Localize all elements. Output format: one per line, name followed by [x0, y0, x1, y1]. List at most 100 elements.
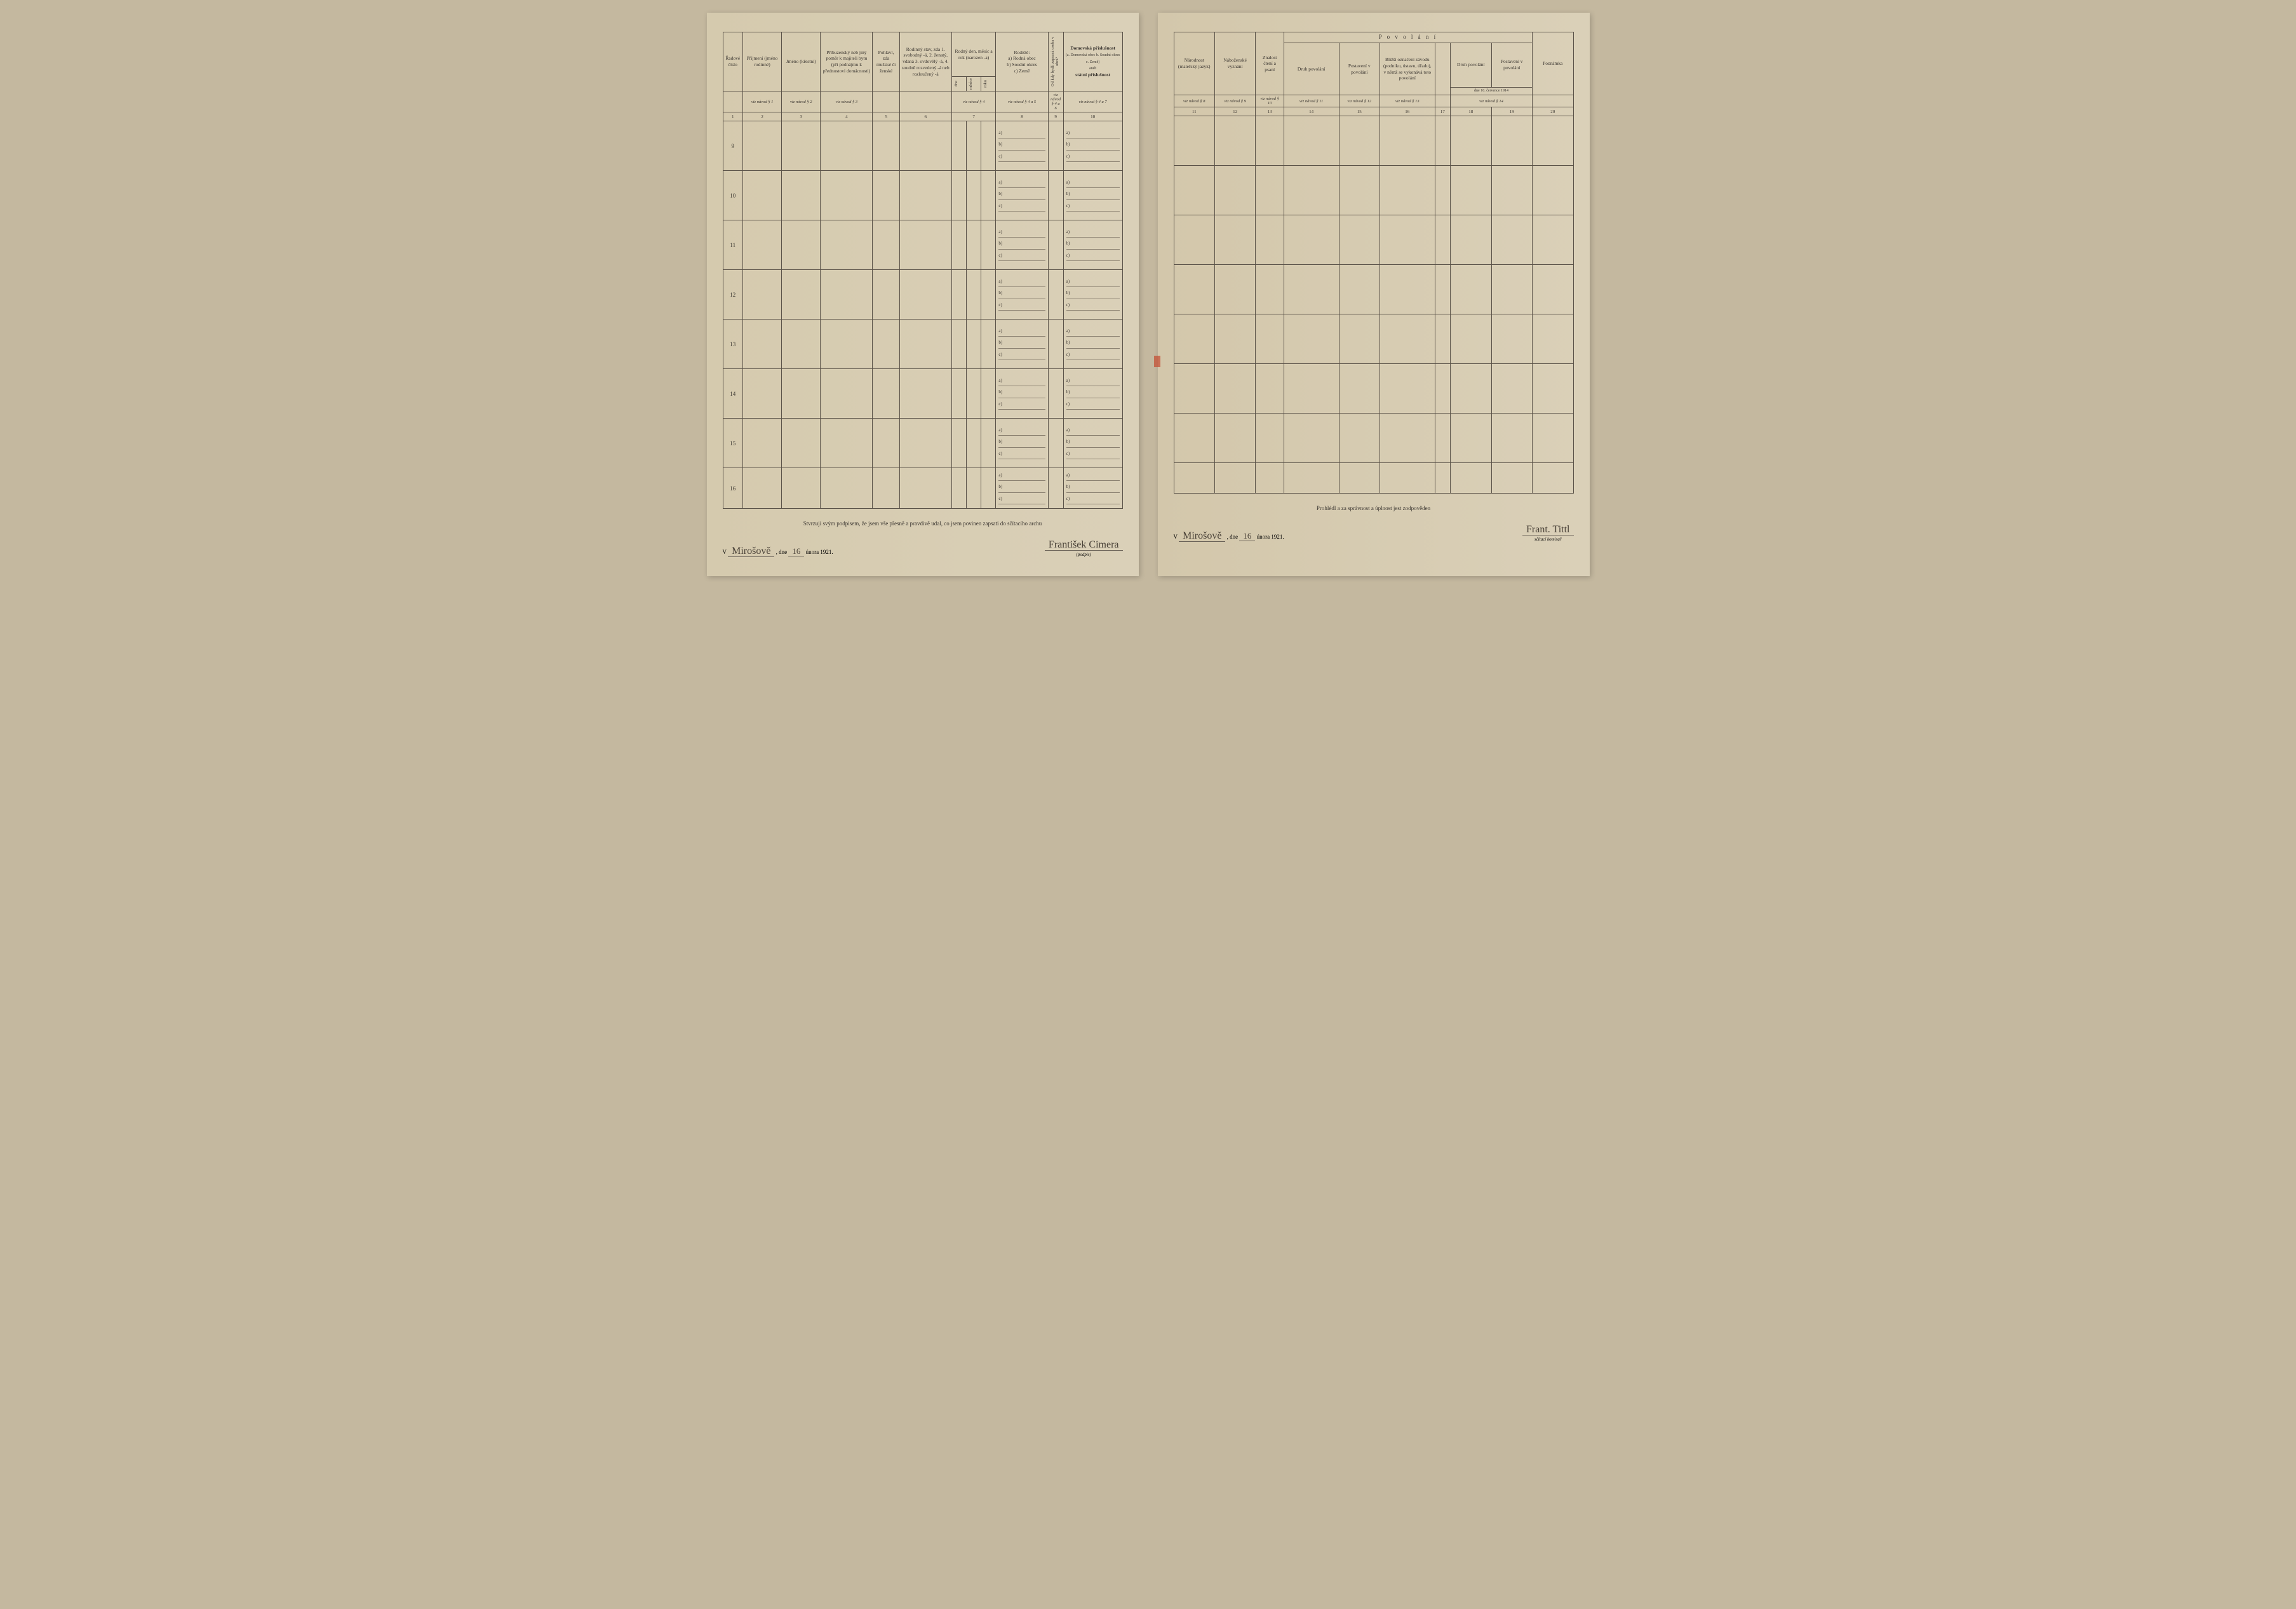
right-census-table: Národnost (mateřský jazyk) Náboženské vy…	[1174, 32, 1574, 494]
cell-day	[951, 468, 966, 509]
left-date-suffix: února 1921.	[806, 549, 833, 555]
cell-birthplace: a)b)c)	[996, 419, 1048, 468]
cell	[1532, 463, 1573, 494]
col-header-surname: Příjmení (jméno rodinné)	[743, 32, 782, 91]
colnum-15: 15	[1339, 107, 1380, 116]
cell	[1380, 116, 1435, 166]
cell	[1256, 265, 1284, 314]
cell-domicile: a)b)c)	[1063, 220, 1122, 270]
cell	[1284, 166, 1339, 215]
left-page: Řadové číslo Příjmení (jméno rodinné) Jm…	[707, 13, 1139, 576]
cell-day	[951, 220, 966, 270]
v-prefix: V	[723, 549, 727, 555]
cell	[1284, 215, 1339, 265]
table-row	[1174, 166, 1573, 215]
cell	[1451, 463, 1491, 494]
cell-month	[967, 220, 981, 270]
left-census-table: Řadové číslo Příjmení (jméno rodinné) Jm…	[723, 32, 1123, 509]
cell-sex	[873, 419, 899, 468]
ref-15: viz návod § 12	[1339, 95, 1380, 107]
colnum-11: 11	[1174, 107, 1214, 116]
cell	[1451, 314, 1491, 364]
cell-month	[967, 270, 981, 320]
col-header-occ-pos-1914: Postavení v povolání	[1491, 43, 1532, 87]
cell-surname	[743, 468, 782, 509]
table-row	[1174, 314, 1573, 364]
cell	[1339, 414, 1380, 463]
col-header-birthdate: Rodný den, měsíc a rok (narozen -a)	[951, 32, 996, 77]
cell-surname	[743, 220, 782, 270]
cell-marital	[899, 468, 951, 509]
row-number: 10	[723, 171, 743, 220]
right-signature-block: Frant. Tittl sčítací komisař	[1522, 524, 1573, 542]
birthplace-a: a) Rodná obec	[1008, 55, 1035, 61]
birthplace-c: c) Země	[1014, 68, 1030, 74]
colnum-10: 10	[1063, 112, 1122, 121]
colnum-6: 6	[899, 112, 951, 121]
cell-domicile: a)b)c)	[1063, 320, 1122, 369]
red-binding-mark	[1154, 356, 1160, 367]
cell-day	[951, 171, 966, 220]
left-date-day: 16	[788, 546, 804, 556]
cell	[1451, 265, 1491, 314]
colnum-4: 4	[821, 112, 873, 121]
domicile-sub2: aneb	[1089, 67, 1096, 71]
cell-firstname	[782, 171, 821, 220]
right-tbody	[1174, 116, 1573, 494]
col-header-rownum: Řadové číslo	[723, 32, 743, 91]
cell	[1435, 215, 1450, 265]
table-row: 10a)b)c)a)b)c)	[723, 171, 1122, 220]
right-signature: Frant. Tittl	[1522, 524, 1573, 535]
cell-day	[951, 270, 966, 320]
cell	[1435, 116, 1450, 166]
table-row: 11a)b)c)a)b)c)	[723, 220, 1122, 270]
cell	[1451, 166, 1491, 215]
sub-1914: dne 16. července 1914	[1451, 87, 1533, 95]
right-place-block: V Mirošově , dne 16 února 1921.	[1174, 530, 1284, 542]
row-number: 14	[723, 369, 743, 419]
sub-year: roku	[981, 77, 996, 91]
cell-since	[1048, 419, 1063, 468]
colnum-14: 14	[1284, 107, 1339, 116]
cell-month	[967, 468, 981, 509]
cell	[1491, 463, 1532, 494]
cell-year	[981, 121, 996, 171]
cell	[1284, 314, 1339, 364]
colnum-12: 12	[1214, 107, 1255, 116]
right-date-prefix: , dne	[1227, 534, 1239, 540]
cell-marital	[899, 220, 951, 270]
left-signature: František Cimera	[1045, 539, 1123, 551]
cell-sex	[873, 369, 899, 419]
cell-year	[981, 369, 996, 419]
cell	[1339, 116, 1380, 166]
cell-since	[1048, 320, 1063, 369]
cell	[1174, 166, 1214, 215]
col-header-since: Od kdy bydlí zapsaná osoba v obci?	[1048, 32, 1063, 91]
cell-month	[967, 171, 981, 220]
left-tbody: 9a)b)c)a)b)c)10a)b)c)a)b)c)11a)b)c)a)b)c…	[723, 121, 1122, 509]
right-date-day: 16	[1239, 531, 1255, 541]
cell-domicile: a)b)c)	[1063, 369, 1122, 419]
left-date-prefix: , dne	[776, 549, 788, 555]
ref-8: viz návod § 4 a 5	[996, 91, 1048, 112]
cell-relation	[821, 468, 873, 509]
colnum-9: 9	[1048, 112, 1063, 121]
col-header-domicile: Domovská příslušnost (a. Domovská obec b…	[1063, 32, 1122, 91]
colnum-16: 16	[1380, 107, 1435, 116]
cell	[1435, 414, 1450, 463]
cell	[1435, 166, 1450, 215]
cell-year	[981, 220, 996, 270]
cell	[1256, 116, 1284, 166]
cell	[1339, 215, 1380, 265]
ref-12: viz návod § 9	[1214, 95, 1255, 107]
cell	[1284, 414, 1339, 463]
cell	[1532, 364, 1573, 414]
cell	[1256, 364, 1284, 414]
ref-11: viz návod § 8	[1174, 95, 1214, 107]
colnum-2: 2	[743, 112, 782, 121]
cell	[1174, 314, 1214, 364]
col-header-literacy: Znalost čtení a psaní	[1256, 32, 1284, 95]
col-header-birthplace: Rodiště: a) Rodná obec b) Soudní okres c…	[996, 32, 1048, 91]
cell	[1435, 314, 1450, 364]
cell-year	[981, 270, 996, 320]
